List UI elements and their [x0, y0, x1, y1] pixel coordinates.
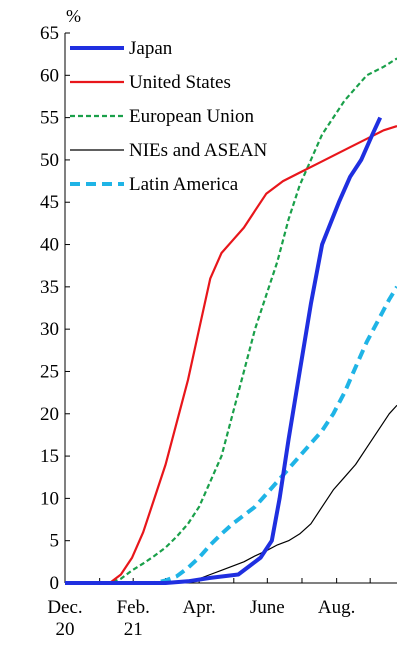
y-tick-label: 10	[40, 488, 59, 509]
x-tick-label: Dec.	[47, 597, 82, 618]
x-tick-label: June	[250, 597, 285, 618]
x-tick-label: Apr.	[183, 597, 216, 618]
y-tick-label: 45	[40, 192, 59, 213]
y-tick-label: 40	[40, 235, 59, 256]
series-line-latin-america	[65, 285, 397, 585]
legend-label-japan: Japan	[129, 38, 173, 59]
series-line-nies-and-asean	[65, 404, 397, 584]
y-tick-label: 15	[40, 446, 59, 467]
series-layer	[65, 57, 397, 585]
series-line-united-states	[65, 125, 397, 585]
legend-label-european-union: European Union	[129, 106, 255, 127]
y-tick-label: 30	[40, 319, 59, 340]
x-tick-label: 21	[124, 619, 143, 640]
y-tick-label: 35	[40, 277, 59, 298]
legend-label-latin-america: Latin America	[129, 174, 239, 195]
x-tick-label: Aug.	[318, 597, 355, 618]
y-tick-label: 65	[40, 23, 59, 44]
legend-label-united-states: United States	[129, 72, 231, 93]
y-tick-label: 20	[40, 404, 59, 425]
x-tick-label: 20	[56, 619, 75, 640]
y-tick-label: 25	[40, 361, 59, 382]
x-tick-label: Feb.	[117, 597, 150, 618]
legend: Japan United States European Union NIEs and…	[70, 38, 268, 195]
y-unit-label: %	[66, 6, 81, 26]
legend-label-nies-and-asean: NIEs and ASEAN	[129, 140, 268, 161]
axes: 05101520253035404550556065Dec.20Feb.21Ap…	[40, 23, 397, 640]
y-tick-label: 55	[40, 108, 59, 129]
y-tick-label: 5	[50, 531, 60, 552]
y-tick-label: 0	[50, 573, 60, 594]
y-tick-label: 60	[40, 65, 59, 86]
series-line-japan	[65, 116, 383, 585]
y-tick-label: 50	[40, 150, 59, 171]
series-line-european-union	[65, 57, 397, 585]
